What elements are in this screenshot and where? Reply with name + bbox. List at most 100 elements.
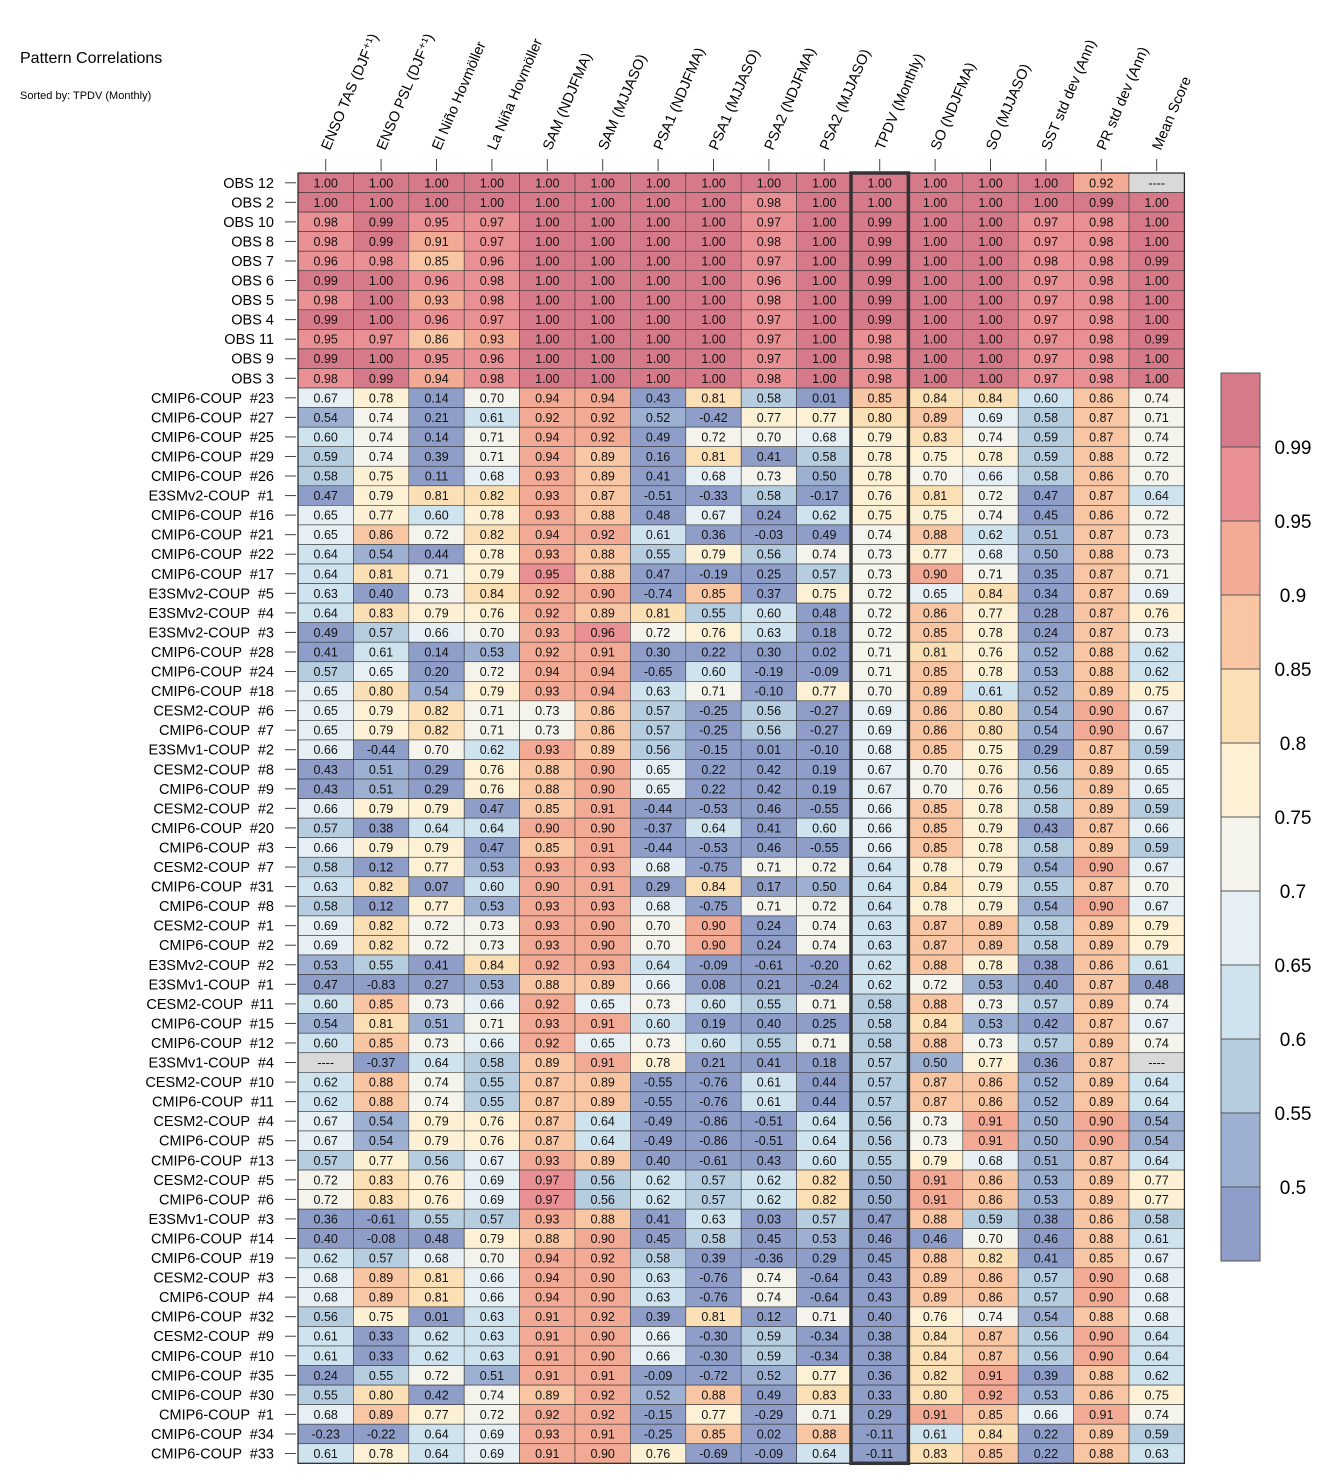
cell-value: 0.85 [1089,1252,1113,1266]
cell-value: 0.14 [424,645,448,659]
cell-value: 0.87 [923,919,947,933]
cell-value: 0.76 [978,763,1002,777]
cell-value: -0.17 [810,489,839,503]
cell-value: 0.79 [369,841,393,855]
cell-value: 1.00 [646,313,670,327]
cell-value: 0.70 [757,430,781,444]
cell-value: 0.39 [1034,1369,1058,1383]
cell-value: 0.53 [314,958,338,972]
cell-value: 0.76 [480,606,504,620]
cell-value: 0.67 [1145,704,1169,718]
cell-value: 0.89 [1089,939,1113,953]
cell-value: 0.80 [978,724,1002,738]
cell-value: 0.45 [646,1232,670,1246]
cell-value: 0.97 [1034,313,1058,327]
cell-value: 0.66 [480,1271,504,1285]
cell-value: 0.71 [812,1036,836,1050]
column-label: SAM (MJJASO) [596,52,651,152]
cell-value: 0.97 [757,333,781,347]
cell-value: 1.00 [701,372,725,386]
cell-value: 0.64 [646,958,670,972]
cell-value: 0.82 [369,939,393,953]
cell-value: 0.86 [591,724,615,738]
cell-value: 0.63 [868,919,892,933]
cell-value: 0.50 [1034,548,1058,562]
cell-value: 0.74 [1145,430,1169,444]
cell-value: 0.36 [1034,1056,1058,1070]
cell-value: 0.66 [646,1330,670,1344]
cell-value: 0.81 [701,1310,725,1324]
cell-value: 0.53 [480,900,504,914]
cell-value: 0.57 [1034,1036,1058,1050]
cell-value: 0.67 [1145,861,1169,875]
cell-value: 0.98 [314,294,338,308]
cell-value: 0.79 [424,1115,448,1129]
cell-value: 1.00 [591,274,615,288]
cell-value: 0.59 [978,1212,1002,1226]
cell-value: 0.16 [646,450,670,464]
cell-value: 0.92 [591,430,615,444]
cell-value: 0.68 [978,1154,1002,1168]
cell-value: 0.73 [424,997,448,1011]
row-label: CMIP6-COUP #15 [151,1016,274,1032]
colorbar-tick-label: 0.95 [1275,512,1312,533]
cell-value: 0.86 [978,1173,1002,1187]
row-label: CESM2-COUP #1 [153,919,274,935]
cell-value: 0.92 [535,997,559,1011]
row-label: E3SMv2-COUP #5 [149,586,274,602]
cell-value: 0.75 [369,1310,393,1324]
cell-value: 0.79 [978,880,1002,894]
cell-value: 0.65 [1145,782,1169,796]
cell-value: 0.99 [868,294,892,308]
cell-value: 0.79 [369,724,393,738]
cell-value: -0.09 [755,1447,784,1461]
cell-value: 0.47 [480,841,504,855]
cell-value: 0.98 [1034,254,1058,268]
cell-value: 0.73 [1145,528,1169,542]
cell-value: 0.78 [480,509,504,523]
cell-value: 0.36 [868,1369,892,1383]
cell-value: 0.98 [868,333,892,347]
cell-value: 1.00 [646,254,670,268]
cell-value: 0.90 [591,1349,615,1363]
cell-value: 0.73 [535,704,559,718]
row-label: CMIP6-COUP #16 [151,508,274,524]
cell-value: 0.68 [314,1291,338,1305]
cell-value: 0.70 [1145,880,1169,894]
cell-value: 0.86 [978,1271,1002,1285]
cell-value: 0.98 [314,215,338,229]
cell-value: 0.61 [757,1076,781,1090]
cell-value: 0.14 [424,430,448,444]
cell-value: 1.00 [701,274,725,288]
cell-value: 0.59 [1145,841,1169,855]
cell-value: 0.58 [868,1036,892,1050]
cell-value: 0.52 [1034,1076,1058,1090]
cell-value: 0.87 [923,1095,947,1109]
cell-value: 0.85 [923,743,947,757]
row-label: OBS 2 [231,195,274,211]
cell-value: 0.01 [812,391,836,405]
cell-value: 0.76 [480,1115,504,1129]
cell-value: -0.37 [367,1056,396,1070]
cell-value: 0.87 [1089,1017,1113,1031]
cell-value: 0.63 [314,587,338,601]
cell-value: 0.72 [868,587,892,601]
cell-value: 0.68 [314,1408,338,1422]
cell-value: 0.55 [646,548,670,562]
cell-value: 0.56 [757,704,781,718]
cell-value: 0.87 [978,1330,1002,1344]
cell-value: 0.67 [701,509,725,523]
cell-value: 0.71 [978,567,1002,581]
cell-value: 0.59 [1145,802,1169,816]
cell-value: 0.64 [701,821,725,835]
cell-value: 0.89 [978,919,1002,933]
cell-value: 0.76 [868,489,892,503]
cell-value: -0.30 [699,1349,728,1363]
cell-value: 0.89 [923,411,947,425]
cell-value: 0.79 [1145,939,1169,953]
cell-value: 0.88 [591,567,615,581]
cell-value: 0.77 [812,1369,836,1383]
cell-value: 0.21 [757,978,781,992]
cell-value: 0.45 [1034,509,1058,523]
cell-value: 0.89 [369,1271,393,1285]
